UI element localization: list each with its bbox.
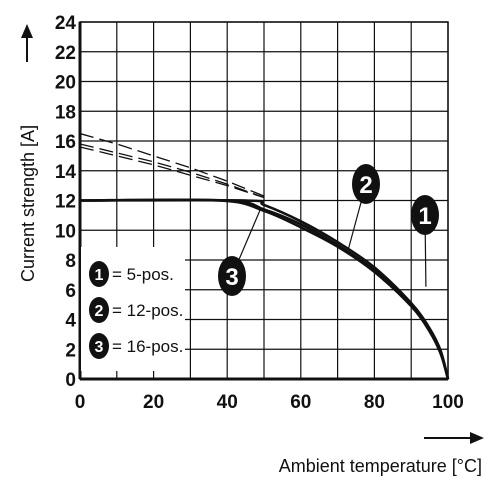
y-tick-label: 20 — [55, 73, 76, 94]
legend-marker-1 — [89, 261, 109, 287]
y-tick-label: 14 — [55, 162, 77, 183]
x-tick-label: 100 — [432, 392, 464, 413]
y-tick-label: 8 — [65, 251, 76, 272]
legend-label: = 16-pos. — [112, 337, 183, 356]
series-3-badge — [218, 256, 246, 296]
series-1-badge-number: 1 — [418, 203, 431, 230]
y-tick-label: 6 — [65, 281, 76, 302]
series-2-badge-number: 2 — [359, 172, 372, 199]
x-axis-label: Ambient temperature [°C] — [279, 456, 482, 476]
y-tick-label: 16 — [55, 132, 76, 153]
y-tick-label: 2 — [65, 340, 76, 361]
dashed-extrapolation-lines — [79, 132, 265, 199]
y-tick-label: 18 — [55, 102, 76, 123]
legend-marker-number: 1 — [95, 267, 104, 284]
x-tick-labels: 0 20 40 60 80 100 — [75, 392, 464, 413]
series-1-dashed-line — [79, 146, 265, 199]
legend-marker-3 — [89, 333, 109, 359]
x-tick-label: 40 — [217, 392, 238, 413]
legend-label: = 12-pos. — [112, 301, 183, 320]
x-tick-label: 20 — [143, 392, 164, 413]
curve-badges: 1 2 3 — [218, 164, 439, 296]
series-1-badge — [411, 195, 439, 235]
derating-curves — [79, 198, 450, 380]
y-tick-label: 12 — [55, 192, 76, 213]
y-tick-label: 0 — [65, 370, 76, 391]
legend-marker-number: 3 — [95, 339, 104, 356]
legend-marker-2 — [89, 297, 109, 323]
series-3-badge-number: 3 — [225, 264, 238, 291]
x-tick-label: 80 — [364, 392, 385, 413]
series-2-dashed-line — [79, 132, 265, 197]
legend-label: = 5-pos. — [112, 265, 174, 284]
y-tick-label: 22 — [55, 43, 76, 64]
y-tick-label: 10 — [55, 221, 76, 242]
legend: 1 = 5-pos. 2 = 12-pos. 3 = 16-pos. — [81, 247, 185, 371]
series-2-curve — [79, 198, 450, 380]
y-tick-label: 24 — [55, 13, 77, 34]
legend-marker-number: 2 — [95, 303, 104, 320]
x-tick-label: 0 — [75, 392, 86, 413]
x-tick-label: 60 — [290, 392, 311, 413]
y-axis-label: Current strength [A] — [18, 125, 38, 282]
series-3-dashed-line — [79, 143, 265, 199]
series-3-curve — [79, 198, 450, 380]
y-axis-arrow-icon — [21, 24, 33, 62]
series-2-badge — [352, 164, 380, 204]
x-axis-arrow-icon — [424, 432, 484, 444]
y-tick-label: 4 — [65, 311, 76, 332]
